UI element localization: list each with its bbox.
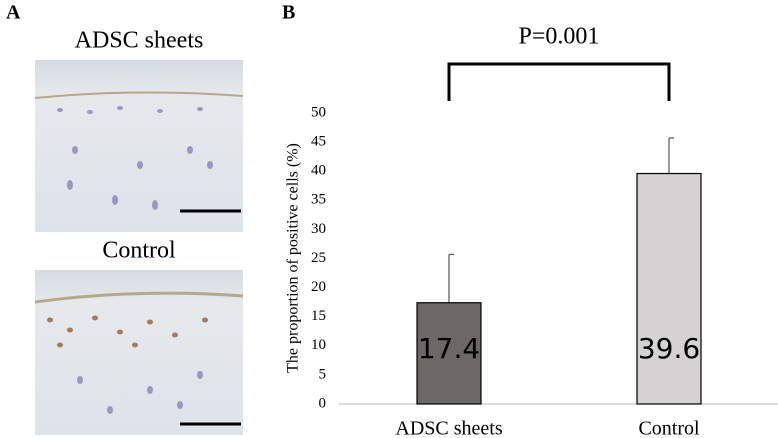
y-tick-label: 15 [311, 308, 326, 324]
panel-label: B [282, 2, 295, 24]
y-tick-label: 20 [311, 279, 326, 295]
y-tick-label: 5 [319, 366, 327, 382]
image-caption: Control [102, 238, 176, 264]
significance-bracket [447, 62, 671, 101]
image-caption: ADSC sheets [75, 28, 204, 54]
x-tick-label: Control [638, 418, 700, 438]
bar [416, 302, 482, 405]
annotation: P=0.001 [519, 24, 600, 50]
bar [636, 172, 702, 405]
y-tick-label: 35 [311, 192, 326, 208]
x-tick-label: ADSC sheets [395, 418, 502, 438]
micrograph [34, 60, 244, 232]
y-axis-title: The proportion of positive cells (%) [285, 143, 302, 373]
value-label: 39.6 [638, 332, 700, 365]
y-tick-label: 30 [311, 221, 326, 237]
value-label: 17.4 [418, 332, 480, 365]
y-tick-label: 40 [311, 163, 326, 179]
y-tick-label: 0 [319, 395, 327, 411]
y-tick-label: 10 [311, 337, 326, 353]
y-tick-label: 45 [311, 134, 326, 150]
panel-label: A [6, 2, 21, 24]
micrograph [34, 270, 244, 435]
y-tick-label: 50 [311, 104, 326, 120]
y-tick-label: 25 [311, 250, 326, 266]
